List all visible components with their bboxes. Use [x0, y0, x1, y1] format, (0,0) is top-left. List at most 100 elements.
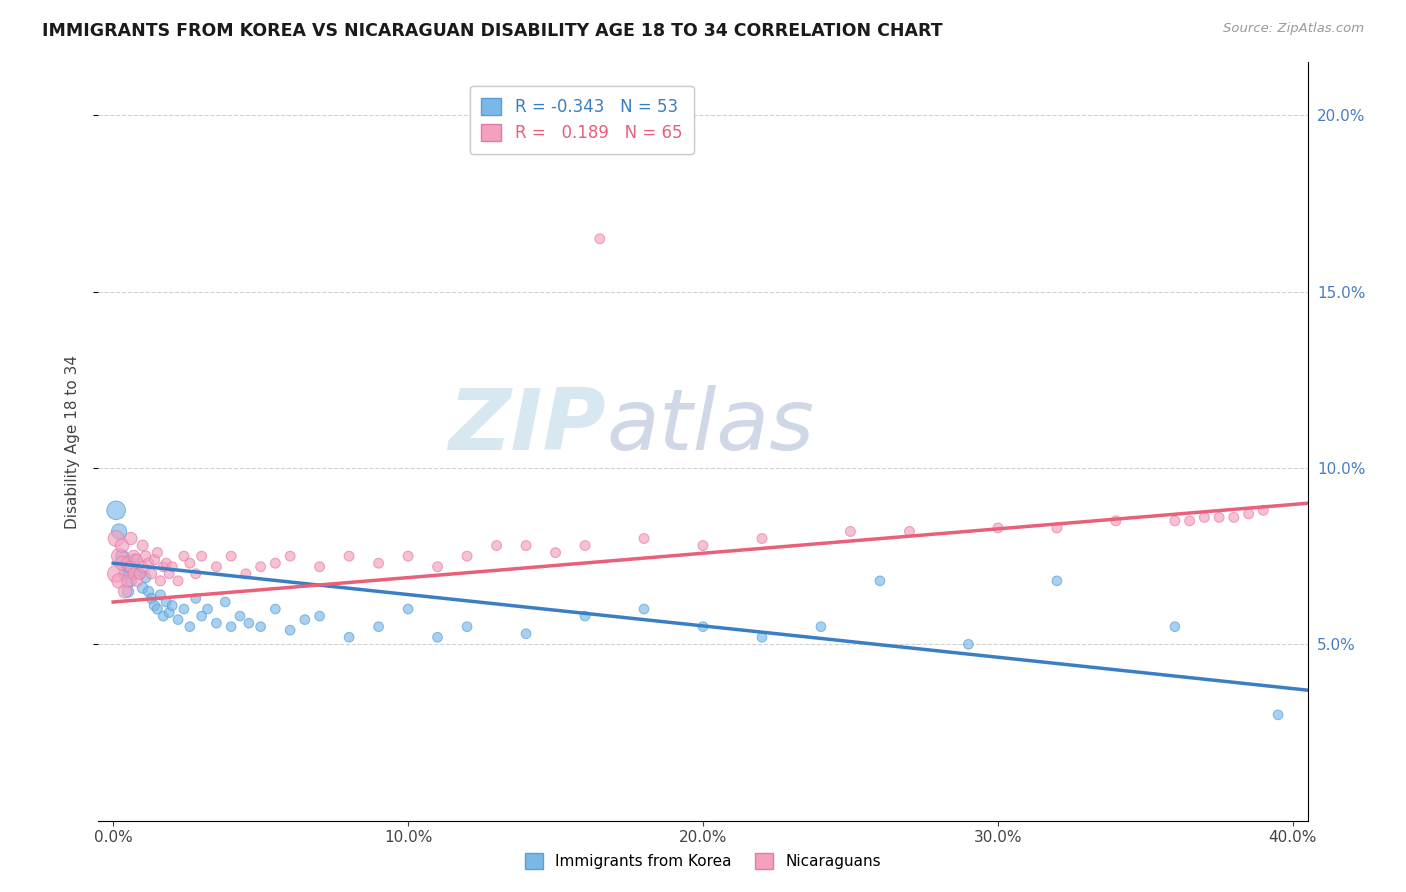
Point [111, 556, 134, 570]
Point [589, 232, 612, 246]
Point [117, 556, 139, 570]
Point [117, 559, 139, 574]
Point [1223, 510, 1246, 524]
Legend: R = -0.343   N = 53, R =   0.189   N = 65: R = -0.343 N = 53, R = 0.189 N = 65 [470, 86, 693, 154]
Point [367, 620, 389, 634]
Point [426, 559, 449, 574]
Point [1046, 574, 1069, 588]
Point [337, 549, 360, 563]
Point [117, 584, 139, 599]
Point [128, 566, 150, 581]
Point [122, 552, 145, 566]
Point [173, 549, 195, 563]
Point [396, 549, 419, 563]
Point [120, 532, 142, 546]
Point [308, 609, 330, 624]
Point [308, 559, 330, 574]
Point [190, 609, 212, 624]
Point [633, 602, 655, 616]
Point [219, 620, 242, 634]
Point [160, 599, 183, 613]
Point [114, 566, 136, 581]
Point [574, 609, 596, 624]
Point [278, 624, 301, 638]
Point [264, 602, 287, 616]
Point [105, 532, 128, 546]
Point [426, 630, 449, 644]
Point [205, 559, 228, 574]
Point [114, 584, 136, 599]
Point [122, 566, 145, 581]
Point [692, 539, 714, 553]
Point [120, 574, 142, 588]
Point [167, 574, 190, 588]
Point [125, 563, 148, 577]
Point [184, 566, 207, 581]
Point [1194, 510, 1216, 524]
Point [111, 539, 134, 553]
Point [141, 591, 163, 606]
Point [1178, 514, 1201, 528]
Point [957, 637, 980, 651]
Point [146, 546, 169, 560]
Point [143, 599, 166, 613]
Point [131, 539, 153, 553]
Point [205, 616, 228, 631]
Text: atlas: atlas [606, 384, 814, 468]
Point [190, 549, 212, 563]
Point [229, 609, 252, 624]
Point [1237, 507, 1260, 521]
Point [131, 559, 153, 574]
Point [155, 556, 177, 570]
Text: ZIP: ZIP [449, 384, 606, 468]
Point [108, 574, 131, 588]
Point [869, 574, 891, 588]
Point [125, 574, 148, 588]
Point [111, 549, 134, 563]
Point [219, 549, 242, 563]
Point [173, 602, 195, 616]
Point [633, 532, 655, 546]
Text: Source: ZipAtlas.com: Source: ZipAtlas.com [1223, 22, 1364, 36]
Point [120, 559, 142, 574]
Point [337, 630, 360, 644]
Point [105, 503, 128, 517]
Text: IMMIGRANTS FROM KOREA VS NICARAGUAN DISABILITY AGE 18 TO 34 CORRELATION CHART: IMMIGRANTS FROM KOREA VS NICARAGUAN DISA… [42, 22, 943, 40]
Point [692, 620, 714, 634]
Point [544, 546, 567, 560]
Point [1164, 514, 1187, 528]
Point [152, 559, 174, 574]
Point [155, 595, 177, 609]
Point [574, 539, 596, 553]
Point [128, 566, 150, 581]
Point [108, 524, 131, 539]
Point [117, 574, 139, 588]
Legend: Immigrants from Korea, Nicaraguans: Immigrants from Korea, Nicaraguans [519, 847, 887, 875]
Point [146, 602, 169, 616]
Point [249, 559, 271, 574]
Point [179, 620, 201, 634]
Point [108, 549, 131, 563]
Point [105, 566, 128, 581]
Y-axis label: Disability Age 18 to 34: Disability Age 18 to 34 [65, 354, 80, 529]
Point [131, 581, 153, 595]
Point [197, 602, 219, 616]
Point [167, 613, 190, 627]
Point [152, 609, 174, 624]
Point [138, 556, 160, 570]
Point [135, 549, 157, 563]
Point [396, 602, 419, 616]
Point [122, 549, 145, 563]
Point [1105, 514, 1128, 528]
Point [456, 620, 478, 634]
Point [238, 616, 260, 631]
Point [141, 566, 163, 581]
Point [149, 588, 172, 602]
Point [249, 620, 271, 634]
Point [751, 532, 773, 546]
Point [149, 574, 172, 588]
Point [160, 559, 183, 574]
Point [1267, 707, 1289, 722]
Point [751, 630, 773, 644]
Point [294, 613, 316, 627]
